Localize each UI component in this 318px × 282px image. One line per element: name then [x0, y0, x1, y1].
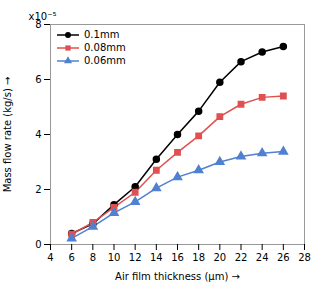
- svg-text:8: 8: [35, 18, 42, 30]
- svg-text:12: 12: [129, 252, 142, 263]
- svg-text:18: 18: [192, 252, 205, 263]
- svg-text:6: 6: [68, 252, 74, 263]
- svg-text:16: 16: [171, 252, 184, 263]
- svg-text:Air film thickness (μm) →: Air film thickness (μm) →: [115, 271, 240, 282]
- svg-text:8: 8: [90, 252, 96, 263]
- svg-text:x10⁻⁵: x10⁻⁵: [29, 11, 57, 22]
- svg-text:26: 26: [277, 252, 290, 263]
- svg-text:24: 24: [256, 252, 269, 263]
- svg-text:20: 20: [213, 252, 226, 263]
- svg-text:0: 0: [35, 239, 41, 250]
- html-text:0.06mm: 0.06mm: [84, 55, 126, 66]
- svg-text:10: 10: [108, 252, 121, 263]
- svg-text:22: 22: [235, 252, 248, 263]
- svg-text:Mass flow rate (kg/s) →: Mass flow rate (kg/s) →: [2, 77, 13, 193]
- html-text:0.08mm: 0.08mm: [84, 42, 126, 53]
- html-text:0.1mm: 0.1mm: [84, 29, 120, 40]
- svg-text:6: 6: [35, 74, 41, 85]
- svg-text:4: 4: [35, 129, 41, 140]
- svg-text:14: 14: [150, 252, 163, 263]
- svg-text:28: 28: [298, 252, 311, 263]
- svg-text:4: 4: [47, 252, 53, 263]
- svg-text:2: 2: [35, 184, 41, 195]
